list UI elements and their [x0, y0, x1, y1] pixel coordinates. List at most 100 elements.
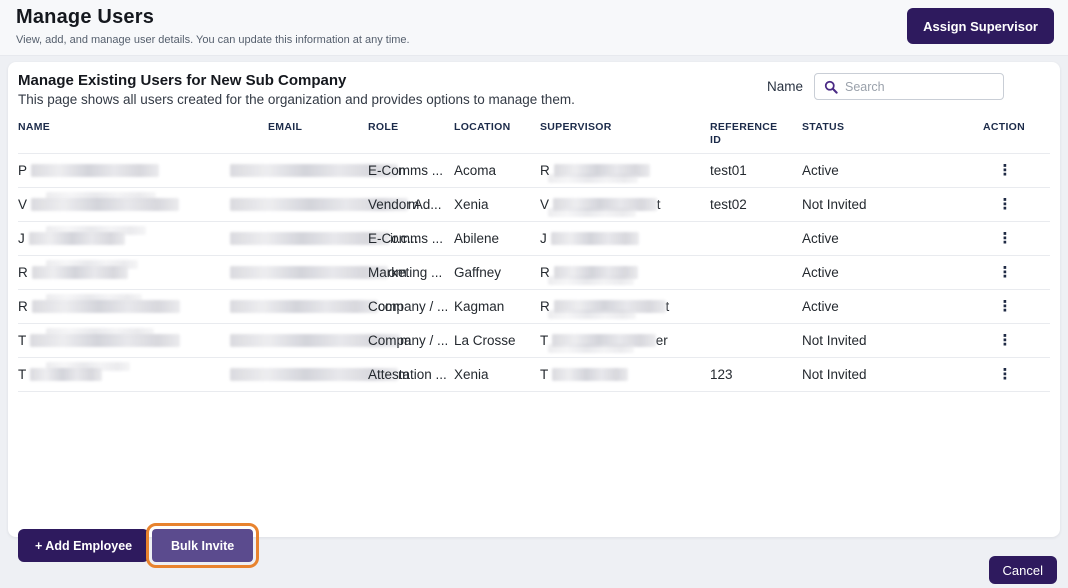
- cell-reference-id: test01: [710, 163, 747, 178]
- email-visible-text: m: [408, 197, 420, 212]
- cell-name: R: [18, 294, 268, 314]
- redacted-name: [29, 334, 180, 347]
- email-visible-text: com: [378, 299, 404, 314]
- search-area: Name: [767, 73, 1006, 100]
- search-box[interactable]: [814, 73, 1006, 100]
- email-visible-text: om: [388, 265, 407, 280]
- supervisor-visible-text: V: [540, 197, 550, 212]
- assign-supervisor-button[interactable]: Assign Supervisor: [907, 8, 1054, 44]
- cell-location: Xenia: [454, 367, 489, 382]
- cell-role: Attestation ...: [368, 367, 447, 382]
- redacted-supervisor: [553, 266, 638, 279]
- table-row: R com Company / ... Kagman R t Active ⋮: [18, 290, 1050, 324]
- name-visible-text: P: [18, 163, 27, 178]
- cell-action: ⋮: [968, 193, 1050, 216]
- redacted-supervisor: [553, 164, 650, 177]
- redacted-email: [230, 164, 398, 177]
- row-actions-kebab-icon[interactable]: ⋮: [990, 159, 1021, 182]
- cell-action: ⋮: [968, 261, 1050, 284]
- cell-email: om: [230, 265, 407, 280]
- cell-status: Active: [802, 231, 839, 246]
- redacted-supervisor: [552, 198, 657, 211]
- cell-supervisor: R: [540, 163, 710, 183]
- supervisor-visible-text: J: [540, 231, 547, 246]
- cell-role: E-Comms ...: [368, 163, 444, 178]
- supervisor-visible-text: R: [540, 265, 550, 280]
- cell-email: ir.c...: [230, 231, 419, 246]
- cell-supervisor: V t: [540, 197, 710, 217]
- redaction-artifact: [46, 192, 156, 201]
- redaction-artifact: [548, 344, 634, 353]
- col-header-supervisor: SUPERVISOR: [540, 121, 612, 133]
- page-title: Manage Users: [16, 6, 155, 28]
- table-row: V m Vendor Ad... Xenia V t test02 Not In…: [18, 188, 1050, 222]
- redacted-email: [230, 198, 408, 211]
- supervisor-visible-suffix: t: [665, 299, 670, 314]
- col-header-role: ROLE: [368, 121, 399, 133]
- redaction-artifact: [46, 328, 154, 337]
- cancel-button[interactable]: Cancel: [988, 556, 1057, 584]
- cell-location: La Crosse: [454, 333, 516, 348]
- row-actions-kebab-icon[interactable]: ⋮: [990, 261, 1021, 284]
- cell-reference-id: test02: [710, 197, 747, 212]
- col-header-name: NAME: [18, 121, 51, 133]
- cell-email: m: [230, 333, 411, 348]
- cell-role: Company / ...: [368, 299, 449, 314]
- cell-action: ⋮: [968, 363, 1050, 386]
- cell-location: Gaffney: [454, 265, 502, 280]
- redacted-name: [30, 164, 159, 177]
- col-header-reference-id: REFERENCE ID: [710, 121, 778, 146]
- cell-role: Vendor Ad...: [368, 197, 442, 212]
- cell-action: ⋮: [968, 295, 1050, 318]
- redacted-supervisor: [550, 232, 639, 245]
- name-visible-text: V: [18, 197, 28, 212]
- search-input[interactable]: [845, 79, 1006, 94]
- table-row: J ir.c... E-Comms ... Abilene J Active ⋮: [18, 222, 1050, 256]
- supervisor-visible-suffix: t: [656, 197, 661, 212]
- row-actions-kebab-icon[interactable]: ⋮: [990, 227, 1021, 250]
- cell-status: Not Invited: [802, 367, 867, 382]
- name-visible-text: T: [18, 367, 27, 382]
- cell-name: J: [18, 226, 268, 246]
- panel-heading: Manage Existing Users for New Sub Compan…: [18, 72, 347, 89]
- redaction-artifact: [548, 208, 636, 217]
- cell-location: Kagman: [454, 299, 505, 314]
- redaction-artifact: [548, 276, 634, 285]
- redacted-name: [28, 232, 125, 245]
- redaction-artifact: [46, 294, 142, 303]
- manage-users-panel: Manage Existing Users for New Sub Compan…: [8, 62, 1060, 537]
- row-actions-kebab-icon[interactable]: ⋮: [990, 295, 1021, 318]
- cell-name: V: [18, 192, 268, 212]
- email-visible-text: m: [400, 333, 412, 348]
- supervisor-visible-text: R: [540, 163, 550, 178]
- redacted-email: [230, 300, 378, 313]
- cell-role: E-Comms ...: [368, 231, 444, 246]
- email-visible-text: ir.c...: [390, 231, 419, 246]
- bulk-invite-button[interactable]: Bulk Invite: [145, 523, 260, 568]
- page-subtitle: View, add, and manage user details. You …: [16, 34, 410, 46]
- name-visible-text: R: [18, 299, 28, 314]
- redaction-artifact: [46, 260, 138, 269]
- row-actions-kebab-icon[interactable]: ⋮: [990, 363, 1021, 386]
- cell-role: Company / ...: [368, 333, 449, 348]
- cell-status: Not Invited: [802, 333, 867, 348]
- redacted-name: [30, 198, 179, 211]
- cell-role: Marketing ...: [368, 265, 443, 280]
- name-visible-text: J: [18, 231, 25, 246]
- redacted-supervisor: [551, 334, 656, 347]
- redacted-supervisor: [551, 368, 628, 381]
- email-visible-text: m: [398, 367, 410, 382]
- add-employee-button[interactable]: + Add Employee: [18, 529, 150, 562]
- cell-supervisor: R t: [540, 299, 710, 319]
- row-actions-kebab-icon[interactable]: ⋮: [990, 193, 1021, 216]
- redacted-name: [31, 266, 128, 279]
- col-header-location: LOCATION: [454, 121, 511, 133]
- col-header-email: EMAIL: [268, 121, 303, 133]
- cell-location: Xenia: [454, 197, 489, 212]
- table-row: R om Marketing ... Gaffney R Active ⋮: [18, 256, 1050, 290]
- cell-status: Active: [802, 265, 839, 280]
- row-actions-kebab-icon[interactable]: ⋮: [990, 329, 1021, 352]
- cell-location: Abilene: [454, 231, 500, 246]
- col-header-status: STATUS: [802, 121, 845, 133]
- email-visible-text: n: [398, 163, 406, 178]
